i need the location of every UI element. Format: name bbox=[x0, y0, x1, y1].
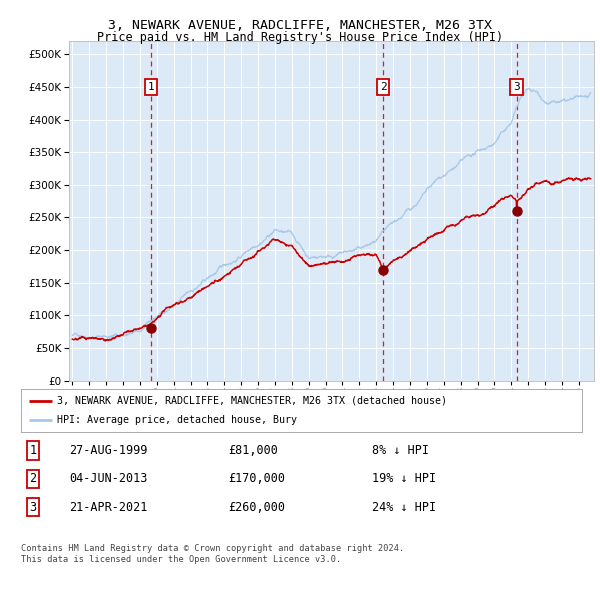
Text: 2: 2 bbox=[29, 472, 37, 486]
Text: 24% ↓ HPI: 24% ↓ HPI bbox=[372, 500, 436, 514]
Text: 2: 2 bbox=[380, 82, 386, 92]
Text: This data is licensed under the Open Government Licence v3.0.: This data is licensed under the Open Gov… bbox=[21, 555, 341, 564]
Text: 1: 1 bbox=[148, 82, 154, 92]
Text: Price paid vs. HM Land Registry's House Price Index (HPI): Price paid vs. HM Land Registry's House … bbox=[97, 31, 503, 44]
Text: 27-AUG-1999: 27-AUG-1999 bbox=[69, 444, 148, 457]
Text: £170,000: £170,000 bbox=[228, 472, 285, 486]
Text: 04-JUN-2013: 04-JUN-2013 bbox=[69, 472, 148, 486]
Text: 8% ↓ HPI: 8% ↓ HPI bbox=[372, 444, 429, 457]
Text: HPI: Average price, detached house, Bury: HPI: Average price, detached house, Bury bbox=[58, 415, 298, 425]
Text: £81,000: £81,000 bbox=[228, 444, 278, 457]
Text: Contains HM Land Registry data © Crown copyright and database right 2024.: Contains HM Land Registry data © Crown c… bbox=[21, 545, 404, 553]
Text: 3, NEWARK AVENUE, RADCLIFFE, MANCHESTER, M26 3TX (detached house): 3, NEWARK AVENUE, RADCLIFFE, MANCHESTER,… bbox=[58, 396, 448, 406]
Text: 3: 3 bbox=[29, 500, 37, 514]
Text: 1: 1 bbox=[29, 444, 37, 457]
Text: 3, NEWARK AVENUE, RADCLIFFE, MANCHESTER, M26 3TX: 3, NEWARK AVENUE, RADCLIFFE, MANCHESTER,… bbox=[108, 19, 492, 32]
Text: 19% ↓ HPI: 19% ↓ HPI bbox=[372, 472, 436, 486]
Text: 3: 3 bbox=[513, 82, 520, 92]
Text: 21-APR-2021: 21-APR-2021 bbox=[69, 500, 148, 514]
Text: £260,000: £260,000 bbox=[228, 500, 285, 514]
